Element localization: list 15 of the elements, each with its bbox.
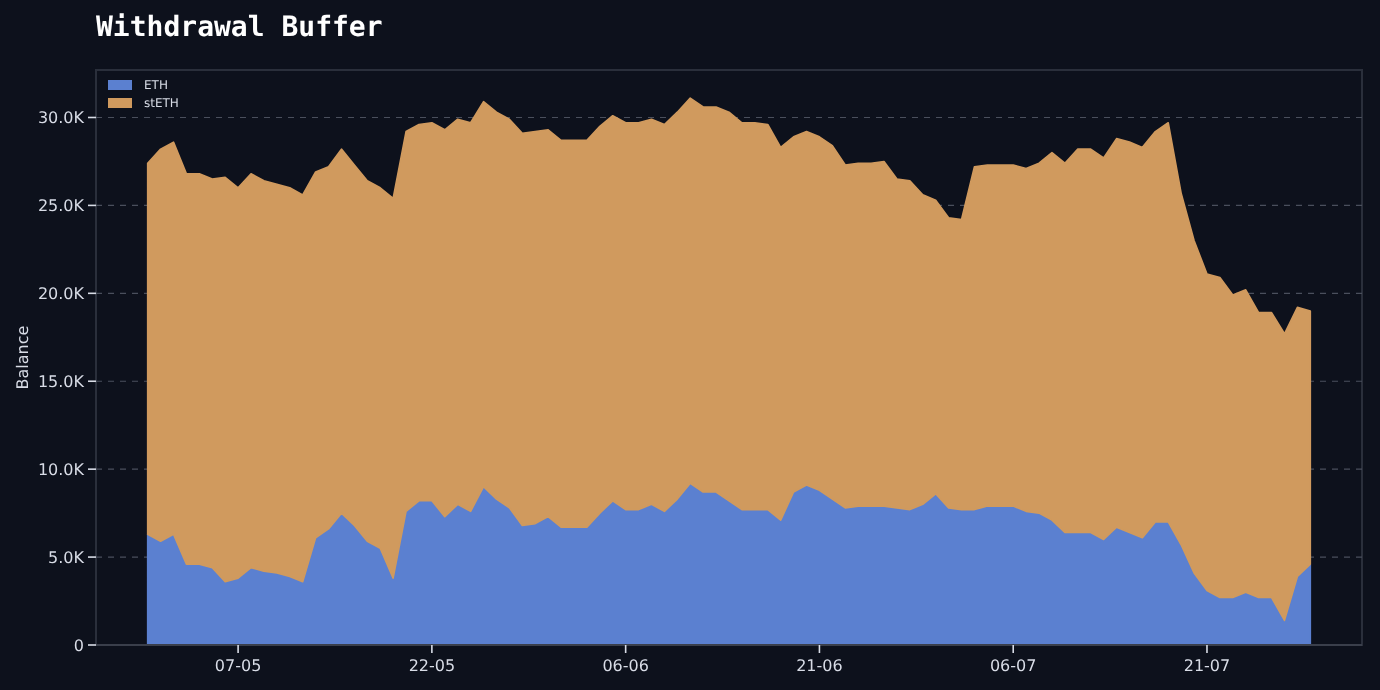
x-tick-label: 07-05 bbox=[214, 657, 262, 675]
y-axis-title: Balance bbox=[14, 325, 32, 390]
y-tick-label: 20.0K bbox=[37, 284, 86, 303]
x-tick-label: 22-05 bbox=[408, 657, 456, 675]
y-tick-label: 5.0K bbox=[48, 548, 86, 567]
x-tick-label: 06-07 bbox=[989, 657, 1037, 675]
x-tick-label: 06-06 bbox=[602, 657, 649, 675]
y-tick-label: 15.0K bbox=[37, 372, 86, 391]
x-tick-label: 21-06 bbox=[796, 657, 843, 675]
y-tick-label: 0 bbox=[73, 636, 84, 655]
y-tick-label: 10.0K bbox=[37, 460, 86, 479]
y-tick-label: 25.0K bbox=[37, 197, 86, 215]
x-tick-label: 21-07 bbox=[1183, 657, 1231, 675]
y-tick-label: 30.0K bbox=[37, 109, 86, 128]
chart-title: Withdrawal Buffer bbox=[96, 12, 383, 44]
